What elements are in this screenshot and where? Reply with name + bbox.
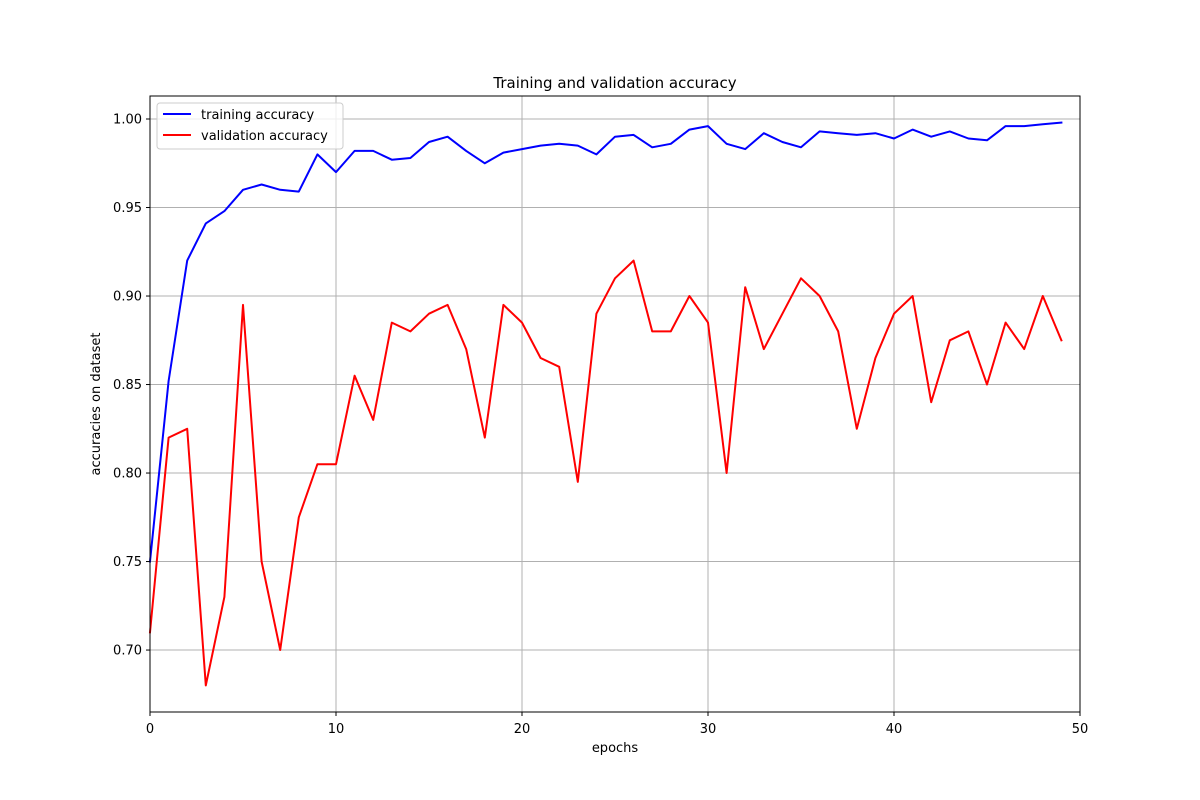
legend-label-validation: validation accuracy [201,129,328,144]
grid-lines [149,96,1081,712]
y-tick-label: 0.90 [113,290,142,305]
y-tick-label: 0.70 [113,644,142,659]
y-tick-label: 0.75 [113,555,142,570]
y-axis-ticks: 0.70 0.75 0.80 0.85 0.90 0.95 1.00 [113,113,150,659]
x-axis-label: epochs [592,741,639,756]
y-tick-label: 1.00 [113,113,142,128]
chart-title: Training and validation accuracy [492,74,736,92]
x-tick-label: 10 [328,722,345,737]
data-series [148,121,1063,687]
x-tick-label: 30 [700,722,717,737]
y-tick-label: 0.80 [113,467,142,482]
x-tick-label: 40 [886,722,903,737]
x-tick-label: 20 [514,722,531,737]
plot-area-frame [149,95,1081,713]
y-tick-label: 0.85 [113,378,142,393]
legend-box [156,102,344,150]
y-axis-label: accuracies on dataset [89,333,104,476]
legend-label-training: training accuracy [201,108,314,123]
y-tick-label: 0.95 [113,201,142,216]
training-accuracy-line [148,121,1063,563]
x-tick-label: 50 [1072,722,1089,737]
validation-accuracy-line [148,259,1063,687]
legend: training accuracy validation accuracy [156,102,344,150]
x-axis-ticks: 0 10 20 30 40 50 [146,712,1088,737]
x-tick-label: 0 [146,722,154,737]
